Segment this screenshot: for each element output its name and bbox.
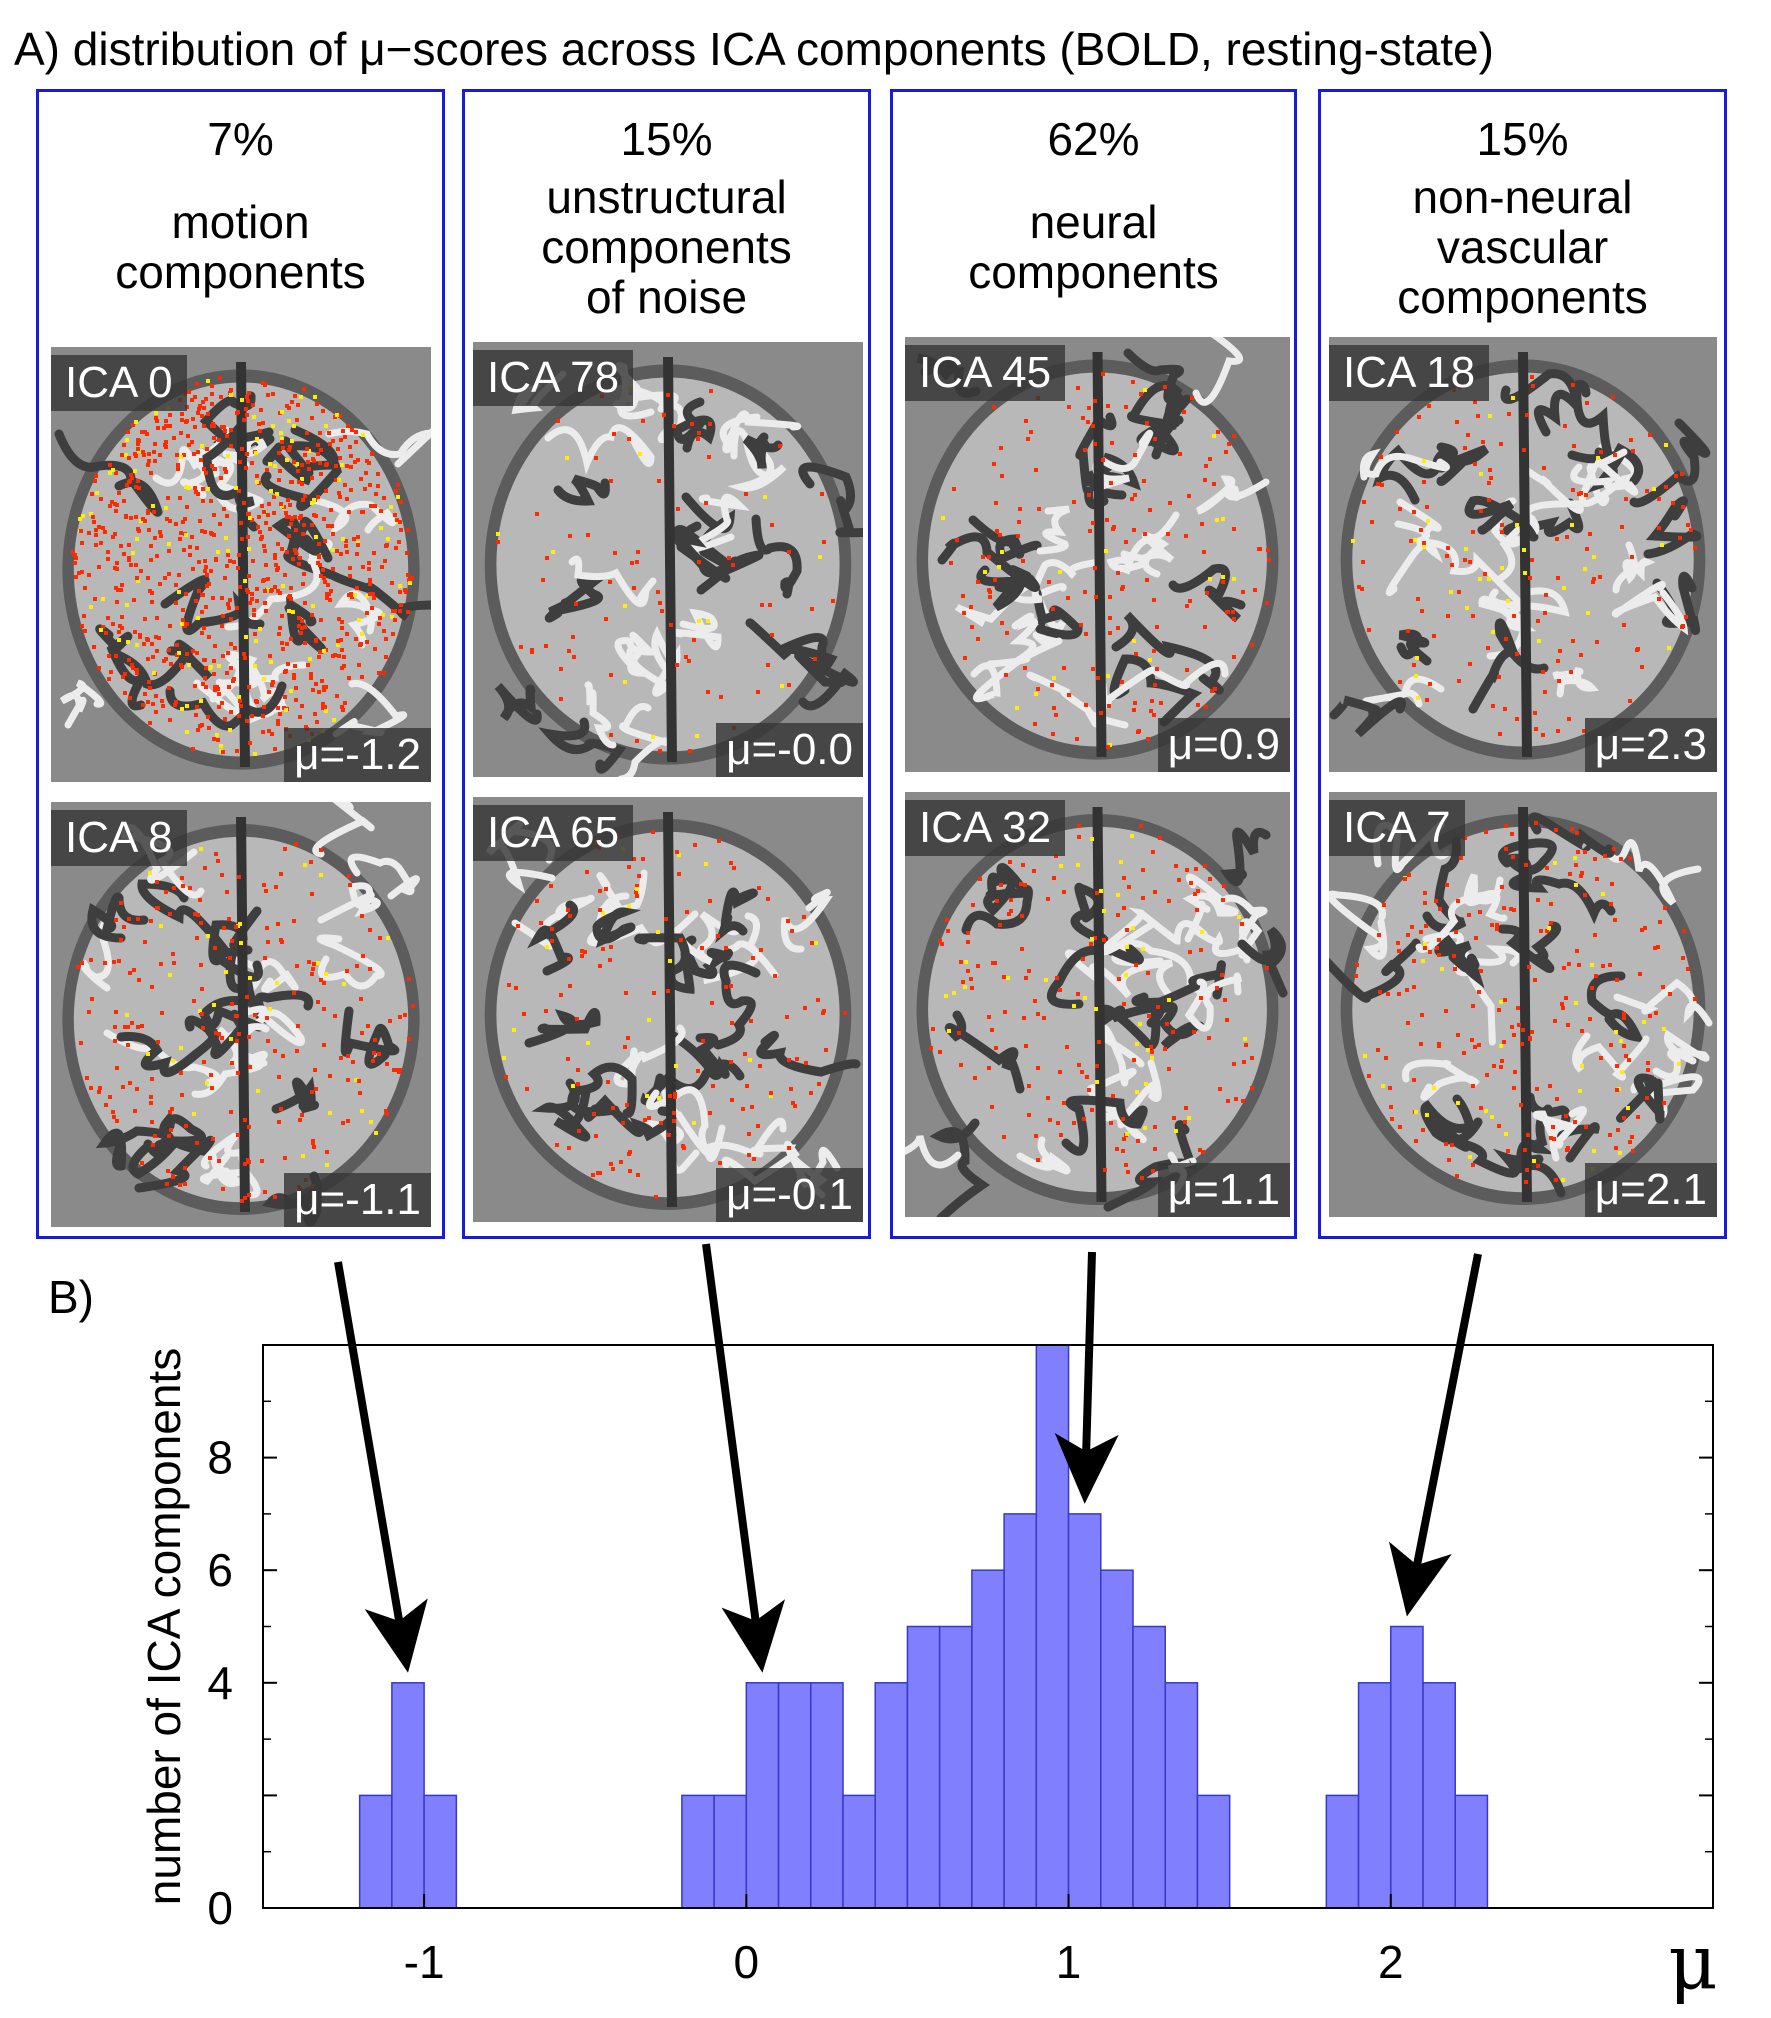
histogram-bar (1422, 1682, 1456, 1909)
mu-score-label: μ=-1.2 (284, 728, 431, 782)
ica-label: ICA 45 (905, 345, 1066, 401)
category-line: motion (171, 196, 310, 248)
histogram-bar (1196, 1794, 1231, 1909)
ica-label: ICA 18 (1329, 345, 1490, 401)
brain-texture (905, 337, 1290, 772)
panel-neural: 62% neural components ICA 45 μ=0.9 ICA 3… (890, 89, 1297, 1239)
x-tick-label: 2 (1378, 1936, 1404, 1988)
ica-label: ICA 32 (905, 800, 1066, 856)
histogram-bar (1390, 1625, 1424, 1909)
histogram-bar (777, 1682, 812, 1909)
histogram-bar (810, 1682, 844, 1909)
y-tick-label: 6 (207, 1544, 233, 1596)
mu-score-label: μ=-1.1 (284, 1173, 431, 1227)
pointer-arrow (702, 1243, 786, 1673)
x-axis-label: μ (1668, 1917, 1717, 2006)
histogram-bar (681, 1794, 715, 1909)
panel-vascular: 15% non-neural vascular components ICA 1… (1318, 89, 1727, 1239)
category-line: components (968, 246, 1219, 298)
histogram-bar (1067, 1513, 1102, 1909)
panel-a-title-text: distribution of μ−scores across ICA comp… (72, 23, 1494, 75)
histogram-bar (874, 1682, 909, 1909)
panel-percent: 15% (620, 113, 713, 165)
panel-a-label: A) (14, 23, 60, 75)
panel-percent: 62% (1047, 113, 1140, 165)
histogram-bar (842, 1794, 876, 1909)
panel-motion: 7% motion components ICA 0 μ=-1.2 ICA 8 … (36, 89, 445, 1239)
x-tick-label: 1 (1056, 1936, 1082, 1988)
panel-percent: 7% (207, 113, 274, 165)
category-line: neural (1029, 196, 1158, 248)
histogram-bar (423, 1794, 458, 1909)
brain-texture (1329, 337, 1717, 772)
brain-slice-image: ICA 45 μ=0.9 (905, 337, 1290, 772)
mu-score-label: μ=1.1 (1157, 1163, 1290, 1217)
category-line: components (115, 246, 366, 298)
category-line: non-neural (1412, 171, 1633, 223)
pointer-arrow (1054, 1251, 1119, 1504)
y-axis-label: number of ICA components (138, 1348, 190, 1905)
brain-slice-image: ICA 78 μ=-0.0 (473, 342, 863, 777)
brain-texture (1329, 792, 1717, 1217)
category-line: of noise (585, 271, 748, 323)
histogram-bar (1003, 1513, 1038, 1909)
panel-b-label: B) (48, 1271, 94, 1323)
brain-slice-image: ICA 32 μ=1.1 (905, 792, 1290, 1217)
histogram-bar (1164, 1682, 1199, 1909)
ica-label: ICA 0 (51, 355, 187, 411)
histogram-bar (938, 1625, 973, 1909)
panel-unstructural-noise: 15% unstructural components of noise ICA… (462, 89, 871, 1239)
histogram-bar (1100, 1569, 1134, 1909)
ica-label: ICA 7 (1329, 800, 1465, 856)
histogram-bar (971, 1569, 1005, 1909)
histogram-bar (713, 1794, 748, 1909)
panel-percent: 15% (1476, 113, 1569, 165)
mu-score-label: μ=-0.0 (716, 723, 863, 777)
histogram-bar (1132, 1625, 1166, 1909)
y-tick-label: 0 (207, 1882, 233, 1934)
histogram-bar (1325, 1794, 1360, 1909)
mu-score-label: μ=-0.1 (716, 1168, 863, 1222)
histogram-bar (1035, 1344, 1070, 1909)
histogram-bar (745, 1682, 780, 1909)
mu-score-label: μ=0.9 (1157, 718, 1290, 772)
brain-slice-image: ICA 18 μ=2.3 (1329, 337, 1717, 772)
pointer-arrow (1388, 1253, 1482, 1617)
brain-texture (905, 792, 1290, 1217)
brain-slice-image: ICA 65 μ=-0.1 (473, 797, 863, 1222)
brain-slice-image: ICA 0 μ=-1.2 (51, 347, 431, 782)
pointer-arrow (334, 1261, 428, 1673)
brain-slice-image: ICA 7 μ=2.1 (1329, 792, 1717, 1217)
category-line: components (1397, 271, 1648, 323)
histogram-bar (906, 1625, 941, 1909)
y-tick-label: 4 (207, 1657, 233, 1709)
ica-label: ICA 8 (51, 810, 187, 866)
category-line: vascular (1436, 221, 1609, 273)
histogram-bar (391, 1682, 425, 1909)
y-tick-label: 8 (207, 1432, 233, 1484)
histogram-bar (1454, 1794, 1489, 1909)
brain-texture (473, 342, 863, 777)
mu-score-label: μ=2.3 (1584, 718, 1717, 772)
histogram-bar (1357, 1682, 1392, 1909)
category-line: unstructural (546, 171, 787, 223)
category-line: components (541, 221, 792, 273)
ica-label: ICA 65 (473, 805, 634, 861)
ica-label: ICA 78 (473, 350, 634, 406)
x-tick-label: -1 (404, 1936, 445, 1988)
panel-a-title: A) distribution of μ−scores across ICA c… (14, 22, 1494, 76)
brain-texture (51, 802, 431, 1227)
mu-score-label: μ=2.1 (1584, 1163, 1717, 1217)
x-tick-label: 0 (734, 1936, 760, 1988)
histogram-bar (358, 1794, 393, 1909)
brain-slice-image: ICA 8 μ=-1.1 (51, 802, 431, 1227)
